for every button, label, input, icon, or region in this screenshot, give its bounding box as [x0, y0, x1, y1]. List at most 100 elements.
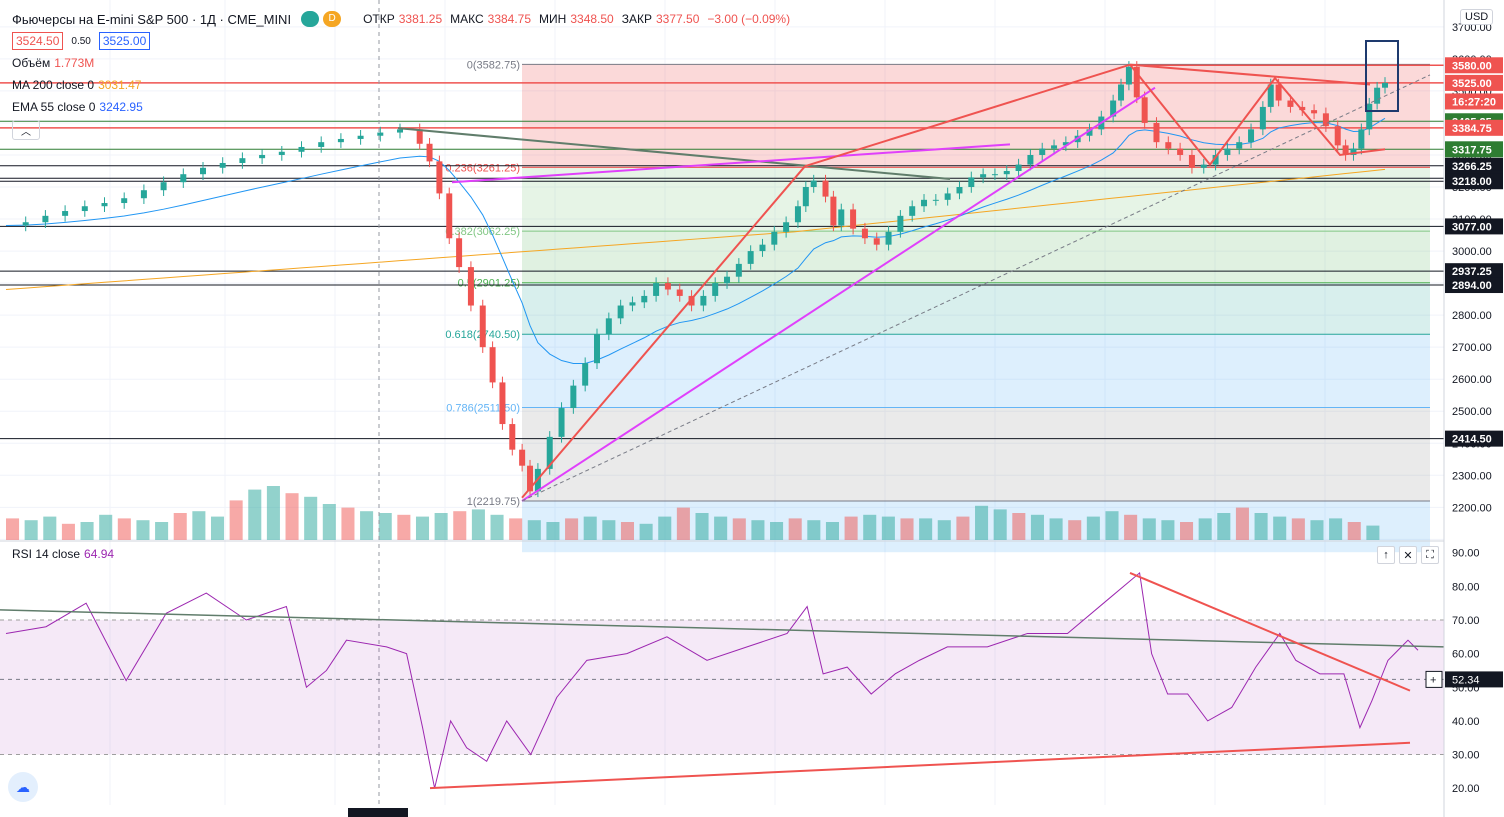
ema55-legend[interactable]: EMA 55 close 0 3242.95 — [12, 96, 794, 118]
trendline — [1129, 63, 1371, 86]
candle-body — [980, 174, 987, 178]
symbol-row: Фьючерсы на E-mini S&P 500 · 1Д · CME_MI… — [12, 8, 794, 30]
volume-bar — [1049, 518, 1063, 540]
fib-level-label: 0.786(2511.50) — [446, 403, 520, 415]
tradingview-logo[interactable]: ☁ — [8, 772, 38, 802]
candle-body — [594, 334, 600, 364]
candle-body — [1086, 129, 1093, 136]
volume-bar — [676, 507, 690, 540]
spread-value: 0.50 — [71, 35, 91, 47]
volume-bar — [1347, 522, 1361, 540]
rsi-axis-tick: 40.00 — [1452, 716, 1480, 728]
candle-body — [968, 177, 975, 188]
fib-level-label: 1(2219.75) — [467, 496, 520, 508]
high-label: МАКС — [450, 12, 484, 26]
rsi-axis-tick: 60.00 — [1452, 649, 1480, 661]
candle-body — [664, 283, 671, 290]
candle-body — [838, 209, 845, 226]
ma200-legend[interactable]: MA 200 close 0 3031.47 — [12, 74, 794, 96]
rsi-trendline — [1129, 571, 1411, 692]
volume-bar — [1198, 518, 1212, 540]
volume-bar — [788, 518, 802, 540]
volume-bar — [527, 520, 541, 540]
price-label: 3077.00 — [1452, 221, 1492, 233]
currency-button[interactable]: USD — [1460, 9, 1494, 25]
candle-body — [121, 198, 128, 204]
fib-level-label: 0(3582.75) — [467, 59, 520, 71]
candle-body — [558, 408, 565, 437]
candle-body — [688, 295, 695, 306]
volume-bar — [844, 516, 858, 540]
volume-bar — [975, 505, 989, 540]
candle-body — [897, 215, 904, 232]
candle-body — [676, 289, 683, 296]
candle-body — [140, 190, 147, 199]
volume-bar — [1030, 514, 1044, 540]
close-pane-button[interactable]: ✕ — [1399, 546, 1417, 564]
move-pane-up-button[interactable]: ↑ — [1377, 546, 1395, 564]
price-label-bg — [1445, 157, 1503, 174]
volume-bar — [546, 522, 560, 540]
price-axis-tick: 2700.00 — [1452, 342, 1492, 354]
volume-bar — [61, 523, 75, 540]
pattern-line — [1129, 64, 1386, 167]
candle-body — [259, 154, 266, 159]
fib-zone — [522, 167, 1430, 232]
candle-body — [1165, 142, 1172, 149]
collapse-legend-button[interactable]: ︿ — [12, 120, 40, 140]
candle-body — [509, 424, 516, 450]
volume-bar — [1310, 520, 1324, 540]
candle-body — [759, 244, 766, 252]
volume-bar — [210, 516, 225, 540]
candle-body — [802, 187, 809, 207]
volume-bar — [565, 518, 579, 540]
price-label: 3384.75 — [1452, 123, 1492, 135]
volume-bar — [453, 511, 467, 540]
volume-bar — [1124, 514, 1138, 540]
legend: Фьючерсы на E-mini S&P 500 · 1Д · CME_MI… — [12, 8, 794, 140]
candle-body — [991, 174, 998, 176]
candle-body — [1275, 84, 1282, 101]
volume-legend[interactable]: Объём 1.773M — [12, 52, 794, 74]
volume-bar — [155, 522, 169, 540]
candle-body — [921, 199, 928, 207]
price-axis-tick: 3000.00 — [1452, 246, 1492, 258]
ema55-value: 3242.95 — [99, 100, 143, 114]
volume-bar — [304, 496, 318, 540]
volume-bar — [1068, 520, 1082, 540]
candle-body — [861, 228, 868, 239]
candle-body — [909, 206, 916, 216]
volume-bar — [863, 514, 877, 540]
fib-zone — [522, 334, 1430, 408]
candle-body — [1350, 148, 1357, 155]
volume-bar — [117, 518, 131, 540]
volume-bar — [266, 486, 280, 540]
volume-bar — [1180, 522, 1194, 540]
volume-bar — [378, 513, 392, 540]
maximize-pane-button[interactable]: ⛶ — [1421, 546, 1439, 564]
ma200-label: MA 200 close 0 — [12, 78, 95, 92]
price-label: 2894.00 — [1452, 280, 1492, 292]
delayed-data-badge[interactable]: D — [323, 11, 342, 27]
rsi-legend[interactable]: RSI 14 close 64.94 — [12, 547, 114, 561]
rsi-axis-tick: 80.00 — [1452, 581, 1480, 593]
candle-body — [1224, 148, 1231, 155]
buy-button[interactable]: 3525.00 — [98, 32, 151, 50]
price-label-bg — [1445, 218, 1503, 235]
symbol-title[interactable]: Фьючерсы на E-mini S&P 500 · 1Д · CME_MI… — [12, 11, 292, 27]
candle-body — [582, 363, 589, 386]
ma200-line — [5, 168, 1386, 291]
price-label: 2414.50 — [1452, 434, 1492, 446]
candle-body — [1039, 148, 1046, 155]
volume-bar — [434, 513, 448, 540]
candle-body — [436, 161, 443, 194]
rsi-value: 64.94 — [84, 547, 115, 561]
candle-body — [1015, 164, 1022, 171]
close-label: ЗАКР — [621, 12, 652, 26]
sell-button[interactable]: 3524.50 — [12, 32, 64, 50]
price-label: 3525.00 — [1452, 78, 1492, 90]
candle-body — [1177, 148, 1184, 155]
candle-body — [885, 231, 892, 245]
price-label: 3266.25 — [1452, 161, 1492, 173]
